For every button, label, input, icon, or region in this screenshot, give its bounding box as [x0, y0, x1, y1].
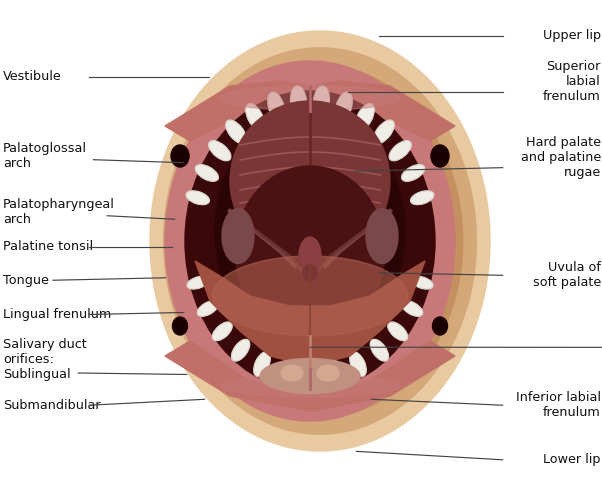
Ellipse shape	[171, 145, 189, 167]
Ellipse shape	[411, 191, 434, 204]
Ellipse shape	[232, 339, 250, 361]
Ellipse shape	[187, 276, 208, 289]
Ellipse shape	[314, 86, 329, 117]
Ellipse shape	[254, 352, 270, 376]
Ellipse shape	[213, 256, 408, 336]
Ellipse shape	[185, 91, 435, 391]
Text: Vestibule: Vestibule	[3, 70, 62, 83]
Ellipse shape	[412, 276, 433, 289]
Ellipse shape	[150, 31, 490, 451]
Ellipse shape	[220, 375, 400, 397]
Ellipse shape	[226, 120, 246, 143]
Text: Submandibular: Submandibular	[3, 399, 101, 412]
Text: Hard palate
and palatine
rugae: Hard palate and palatine rugae	[521, 136, 601, 179]
Polygon shape	[195, 261, 425, 366]
Ellipse shape	[374, 120, 394, 143]
Polygon shape	[165, 341, 455, 411]
Ellipse shape	[220, 85, 400, 111]
Ellipse shape	[173, 317, 187, 335]
Ellipse shape	[278, 360, 293, 386]
Ellipse shape	[177, 64, 463, 418]
Ellipse shape	[213, 322, 232, 341]
Ellipse shape	[230, 101, 390, 261]
Ellipse shape	[164, 48, 476, 434]
Ellipse shape	[356, 104, 374, 130]
Text: Palatine tonsil: Palatine tonsil	[3, 240, 93, 253]
Text: Superior
labial
frenulum: Superior labial frenulum	[543, 60, 601, 103]
Ellipse shape	[209, 141, 231, 161]
Text: Uvula of
soft palate: Uvula of soft palate	[533, 261, 601, 289]
Text: Palatoglossal
arch: Palatoglossal arch	[3, 142, 87, 170]
Polygon shape	[165, 81, 455, 141]
Ellipse shape	[197, 301, 218, 316]
Ellipse shape	[402, 301, 423, 316]
Text: Salivary duct
orifices:
Sublingual: Salivary duct orifices: Sublingual	[3, 338, 87, 381]
Ellipse shape	[291, 86, 306, 117]
Text: Inferior labial
frenulum: Inferior labial frenulum	[516, 391, 601, 419]
Ellipse shape	[281, 365, 303, 381]
Ellipse shape	[222, 208, 254, 263]
Ellipse shape	[335, 92, 352, 122]
Ellipse shape	[432, 317, 447, 335]
Ellipse shape	[246, 104, 264, 130]
Text: Lingual frenulum: Lingual frenulum	[3, 308, 111, 321]
Ellipse shape	[299, 237, 321, 275]
Ellipse shape	[268, 92, 285, 122]
Ellipse shape	[370, 339, 388, 361]
Ellipse shape	[165, 61, 455, 421]
Ellipse shape	[235, 166, 385, 336]
Ellipse shape	[366, 208, 398, 263]
Ellipse shape	[196, 165, 219, 181]
Ellipse shape	[350, 352, 366, 376]
Ellipse shape	[431, 145, 449, 167]
Ellipse shape	[303, 265, 317, 281]
Ellipse shape	[388, 322, 408, 341]
Ellipse shape	[327, 360, 342, 386]
Ellipse shape	[260, 359, 360, 393]
Ellipse shape	[317, 365, 339, 381]
Text: Palatopharyngeal
arch: Palatopharyngeal arch	[3, 198, 115, 226]
Ellipse shape	[186, 191, 209, 204]
Ellipse shape	[215, 111, 405, 351]
Text: Upper lip: Upper lip	[542, 29, 601, 42]
Ellipse shape	[302, 362, 317, 390]
Ellipse shape	[389, 141, 411, 161]
Ellipse shape	[402, 165, 424, 181]
Text: Tongue: Tongue	[3, 274, 49, 287]
Text: Lower lip: Lower lip	[543, 453, 601, 466]
